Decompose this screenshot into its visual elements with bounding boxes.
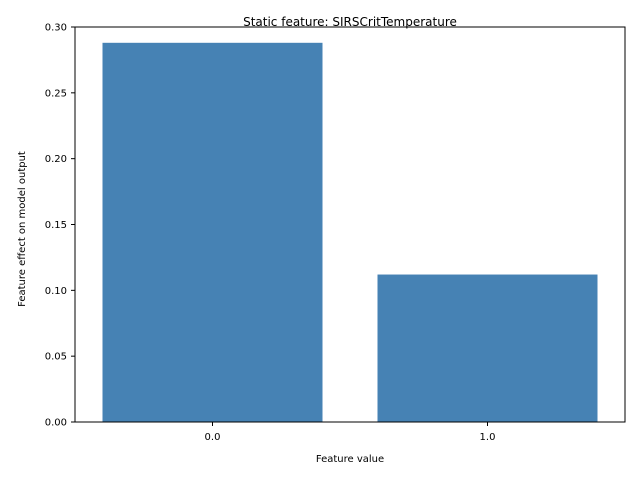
y-tick-label-0: 0.00 [45,418,67,429]
y-tick-label-2: 0.10 [45,286,67,297]
plot-area: 0.00 0.05 0.10 0.15 0.20 0.25 0.30 0.0 1.0 [45,23,626,443]
y-tick-label-3: 0.15 [45,220,67,231]
y-tick-label-5: 0.25 [45,88,67,99]
x-axis-ticks: 0.0 1.0 [205,422,496,443]
y-tick-label-6: 0.30 [45,23,67,34]
x-tick-label-1: 1.0 [480,432,496,443]
bar-1 [377,274,598,422]
y-tick-label-4: 0.20 [45,154,67,165]
y-axis-ticks: 0.00 0.05 0.10 0.15 0.20 0.25 0.30 [45,23,75,429]
x-axis-label: Feature value [316,454,384,465]
y-tick-label-1: 0.05 [45,352,67,363]
x-tick-label-0: 0.0 [205,432,221,443]
y-axis-label: Feature effect on model output [17,151,28,307]
bars [102,42,598,423]
bar-0 [102,42,323,423]
chart-title: Static feature: SIRSCritTemperature [243,15,457,29]
